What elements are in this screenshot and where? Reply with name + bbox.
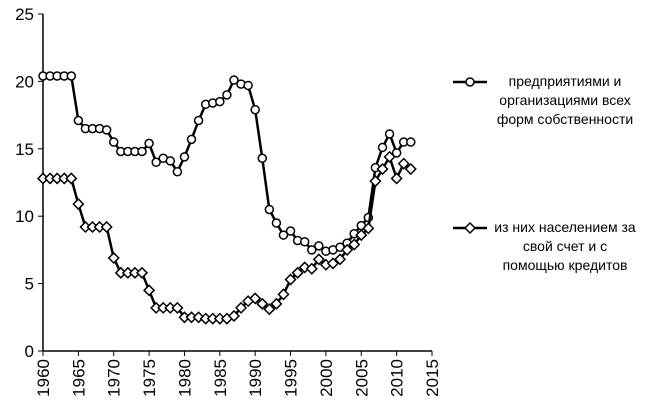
diamond-marker <box>227 309 241 323</box>
circle-marker <box>172 166 183 177</box>
circle-marker <box>151 157 161 168</box>
diamond-marker <box>326 257 340 270</box>
legend-label: предприятиями и организациями всех форм … <box>496 73 634 127</box>
diamond-marker <box>397 157 410 170</box>
x-tick-label: 2000 <box>317 359 336 397</box>
circle-marker <box>137 146 147 157</box>
circle-marker <box>250 104 260 115</box>
x-tick-label: 1965 <box>69 359 88 397</box>
x-tick-label: 1985 <box>211 359 230 397</box>
circle-marker <box>384 129 395 139</box>
circle-marker <box>108 137 119 147</box>
y-tick-label: 0 <box>25 342 34 361</box>
diamond-marker <box>100 220 113 234</box>
circle-marker <box>307 245 317 255</box>
circle-marker <box>377 142 388 153</box>
circle-marker <box>101 125 112 135</box>
circle-marker <box>222 90 232 100</box>
circle-marker <box>144 138 154 149</box>
circle-marker <box>465 77 475 87</box>
x-tick-label: 1970 <box>105 359 124 397</box>
y-tick-label: 5 <box>25 275 34 294</box>
diamond-marker <box>404 162 417 176</box>
circle-marker <box>73 115 84 126</box>
circle-marker <box>271 218 282 228</box>
diamond-marker <box>333 253 347 266</box>
x-tick-label: 1995 <box>282 359 301 397</box>
circle-marker <box>264 204 275 215</box>
diamond-marker <box>72 198 85 211</box>
x-tick-label: 2005 <box>352 359 371 397</box>
circle-marker <box>406 137 416 147</box>
circle-marker <box>229 75 239 85</box>
diamond-marker <box>65 172 78 185</box>
diamond-marker <box>270 297 283 310</box>
diamond-marker <box>305 262 318 275</box>
diamond-marker <box>390 172 403 185</box>
x-tick-label: 2010 <box>388 359 407 397</box>
diamond-marker <box>341 243 354 256</box>
circle-marker <box>66 71 77 81</box>
diamond-marker <box>263 303 276 316</box>
diamond-marker <box>376 162 389 176</box>
circle-marker <box>186 134 197 145</box>
x-tick-label: 1960 <box>34 359 53 397</box>
legend-label: из них населением за свой счет и с помощ… <box>494 219 636 273</box>
diamond-marker <box>171 301 184 314</box>
circle-marker <box>165 156 176 166</box>
circle-marker <box>391 148 402 158</box>
x-tick-label: 1975 <box>140 359 159 397</box>
diamond-marker <box>284 273 297 286</box>
diamond-marker <box>234 301 248 314</box>
circle-marker <box>215 96 225 107</box>
circle-marker <box>299 237 310 247</box>
diamond-marker <box>249 292 262 305</box>
diamond-marker <box>291 266 304 279</box>
diamond-marker <box>135 266 149 279</box>
diamond-marker <box>355 229 368 242</box>
circle-marker <box>314 241 324 251</box>
circle-marker <box>278 230 289 240</box>
y-tick-label: 20 <box>15 72 34 91</box>
diamond-marker <box>143 284 156 297</box>
diamond-marker <box>312 253 325 266</box>
x-tick-label: 1990 <box>246 359 265 397</box>
diamond-marker <box>362 222 375 235</box>
y-tick-label: 15 <box>15 140 34 159</box>
diamond-marker <box>383 150 396 163</box>
diamond-marker <box>298 261 311 274</box>
circle-marker <box>257 153 268 163</box>
diamond-marker <box>256 297 269 310</box>
diamond-marker <box>348 238 361 251</box>
y-tick-label: 25 <box>15 5 34 24</box>
x-tick-label: 2015 <box>423 359 442 397</box>
diamond-marker <box>369 175 382 188</box>
diamond-marker <box>463 221 477 235</box>
y-tick-label: 10 <box>15 207 34 226</box>
circle-marker <box>193 115 204 126</box>
diamond-marker <box>277 288 290 301</box>
circle-marker <box>243 80 253 91</box>
circle-marker <box>179 152 190 162</box>
x-tick-label: 1980 <box>175 359 194 397</box>
circle-marker <box>285 226 296 236</box>
diamond-marker <box>107 251 120 265</box>
